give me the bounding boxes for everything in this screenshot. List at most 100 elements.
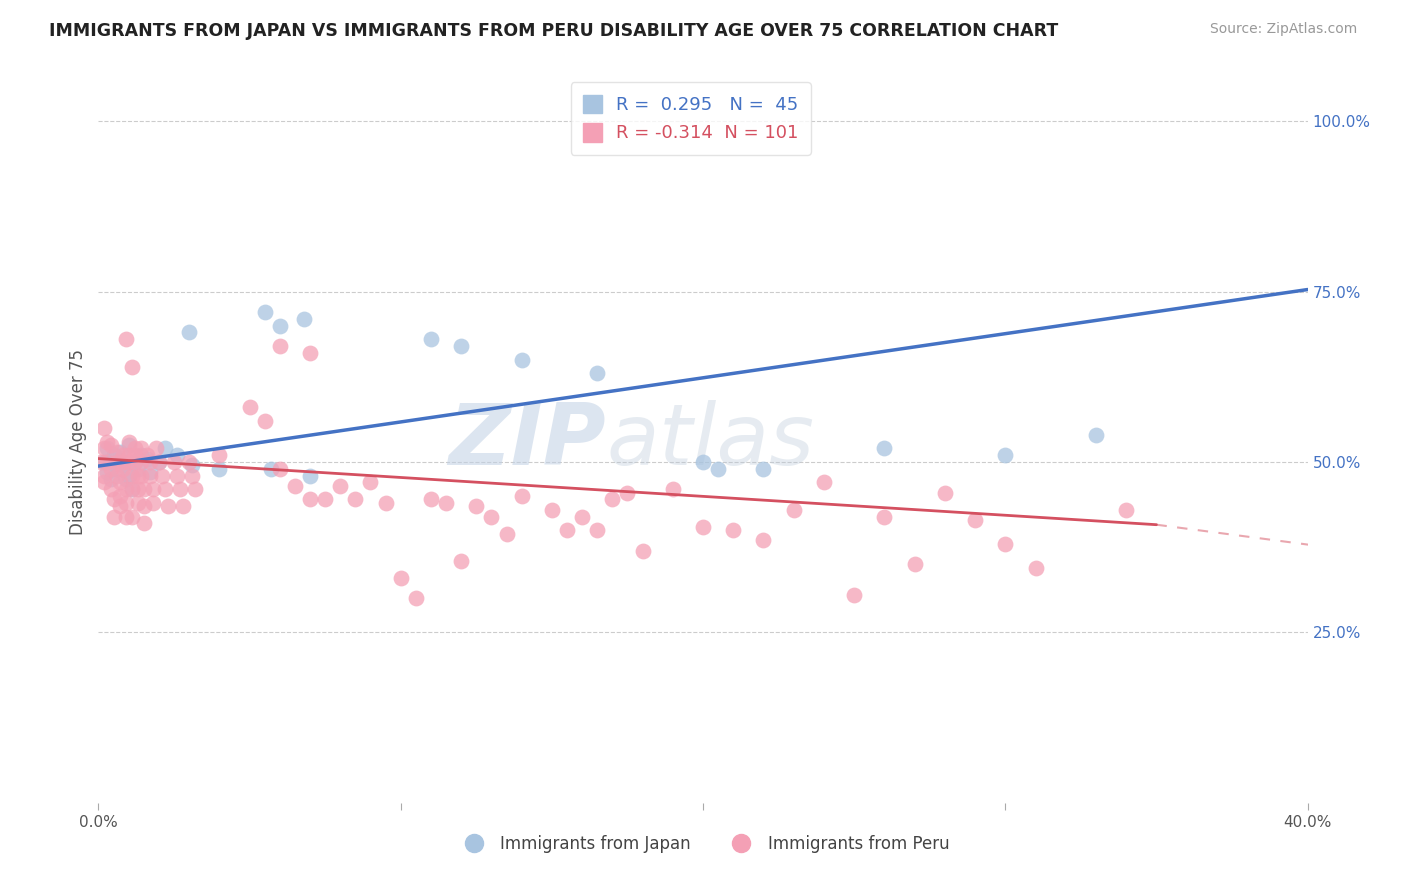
Point (103, 509, 125, 524)
Point (148, 455, 170, 469)
Point (129, 448, 152, 462)
Point (481, 509, 503, 524)
Point (127, 462, 149, 476)
Point (114, 472, 136, 486)
Point (844, 588, 866, 602)
Point (135, 451, 157, 466)
Point (434, 496, 457, 510)
Point (156, 500, 179, 514)
Point (129, 442, 152, 456)
Point (405, 591, 427, 606)
Point (150, 468, 173, 483)
Point (103, 448, 125, 462)
Point (124, 448, 146, 462)
Text: atlas: atlas (606, 400, 814, 483)
Point (169, 482, 191, 496)
Point (495, 526, 517, 541)
Point (96, 455, 118, 469)
Point (586, 367, 609, 381)
Point (661, 482, 683, 496)
Point (132, 500, 155, 514)
Point (132, 516, 155, 531)
Point (121, 509, 143, 524)
Point (420, 492, 443, 507)
Point (292, 311, 315, 326)
Point (114, 482, 136, 496)
Point (96, 442, 118, 456)
Point (752, 533, 775, 548)
Point (93, 442, 115, 456)
Point (105, 455, 128, 469)
Point (269, 318, 291, 333)
Point (181, 458, 204, 473)
Point (510, 489, 533, 503)
Point (389, 571, 412, 585)
Point (184, 482, 207, 496)
Point (121, 482, 143, 496)
Point (299, 492, 322, 507)
Point (96, 465, 118, 479)
Point (450, 339, 472, 353)
Point (450, 554, 472, 568)
Point (139, 468, 162, 483)
Point (145, 442, 167, 456)
Point (142, 482, 165, 496)
Point (118, 448, 141, 462)
Point (299, 468, 322, 483)
Point (105, 444, 128, 458)
Point (127, 482, 149, 496)
Point (510, 352, 533, 367)
Point (631, 543, 654, 558)
Point (571, 509, 593, 524)
Point (284, 479, 307, 493)
Point (163, 455, 186, 469)
Point (1085, 427, 1108, 442)
Point (692, 455, 714, 469)
Point (135, 448, 157, 462)
Point (1115, 502, 1137, 516)
Point (360, 475, 382, 490)
Text: Source: ZipAtlas.com: Source: ZipAtlas.com (1209, 22, 1357, 37)
Point (602, 492, 624, 507)
Point (105, 462, 128, 476)
Point (127, 496, 149, 510)
Point (994, 448, 1017, 462)
Text: ZIP: ZIP (449, 400, 606, 483)
Point (540, 502, 562, 516)
Point (93, 455, 115, 469)
Point (90, 455, 112, 469)
Point (586, 523, 609, 537)
Point (707, 462, 730, 476)
Point (118, 434, 141, 449)
Point (103, 492, 125, 507)
Point (108, 489, 131, 503)
Point (142, 496, 165, 510)
Point (139, 465, 162, 479)
Point (166, 448, 188, 462)
Point (181, 468, 204, 483)
Point (752, 462, 775, 476)
Point (93, 475, 115, 490)
Point (692, 520, 714, 534)
Point (239, 401, 262, 415)
Point (965, 513, 987, 527)
Point (105, 468, 128, 483)
Point (100, 455, 122, 469)
Point (299, 346, 322, 360)
Point (616, 485, 638, 500)
Point (93, 421, 115, 435)
Point (111, 448, 134, 462)
Point (118, 438, 141, 452)
Point (124, 455, 146, 469)
Point (118, 455, 141, 469)
Point (208, 462, 231, 476)
Point (208, 448, 231, 462)
Point (904, 558, 927, 572)
Point (994, 537, 1017, 551)
Point (124, 455, 146, 469)
Point (132, 482, 155, 496)
Point (153, 482, 176, 496)
Point (129, 468, 152, 483)
Point (783, 502, 806, 516)
Point (172, 500, 194, 514)
